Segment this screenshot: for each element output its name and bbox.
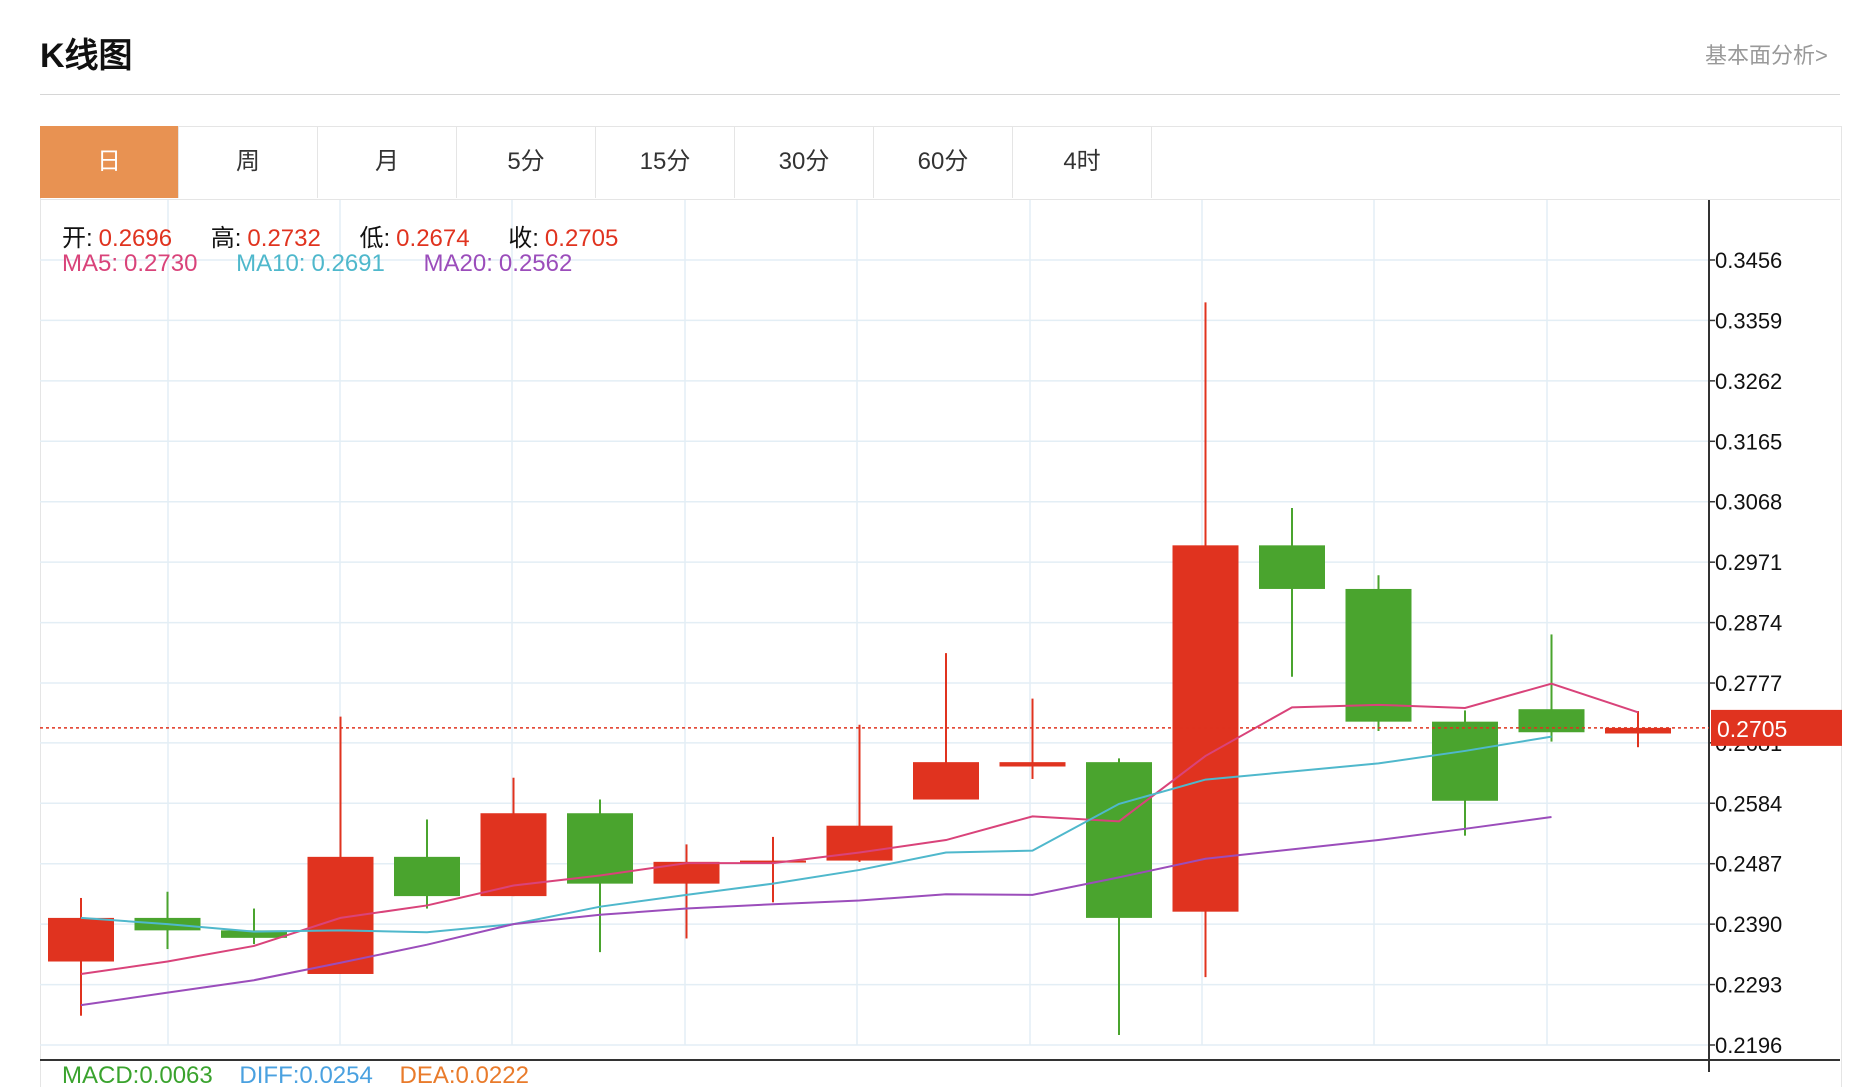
dea-value: 0.0222 — [455, 1062, 529, 1089]
ma10-label: MA10: — [236, 250, 306, 277]
y-tick-label: 0.3068 — [1715, 490, 1782, 515]
tab-day[interactable]: 日 — [40, 126, 179, 198]
ma20-line — [80, 815, 1552, 1007]
ma-legend: MA5: 0.2730 MA10: 0.2691 MA20: 0.2562 — [62, 250, 578, 278]
ma10-value: 0.2691 — [311, 250, 385, 277]
candle-body — [1518, 709, 1585, 733]
tab-60min[interactable]: 60分 — [874, 126, 1013, 198]
ma5-line — [80, 682, 1639, 975]
candle-body — [913, 762, 979, 800]
y-tick-label: 0.2293 — [1715, 973, 1782, 998]
macd-legend: MACD:0.0063 DIFF:0.0254 DEA:0.0222 — [62, 1062, 529, 1090]
y-tick-label: 0.2971 — [1715, 550, 1782, 575]
fundamental-analysis-link[interactable]: 基本面分析> — [1705, 43, 1828, 68]
diff-value: 0.0254 — [299, 1062, 373, 1089]
candle-body — [999, 762, 1066, 767]
kline-panel — [40, 126, 1842, 1087]
current-price-label: 0.2705 — [1717, 716, 1787, 742]
header-divider — [40, 94, 1840, 95]
tab-4hour[interactable]: 4时 — [1013, 126, 1152, 198]
open-label: 开: — [62, 225, 93, 252]
y-tick-label: 0.3165 — [1715, 429, 1782, 454]
high-label: 高: — [210, 225, 242, 252]
y-tick-label: 0.2874 — [1715, 611, 1782, 636]
low-label: 低: — [359, 225, 391, 252]
y-tick-label: 0.3262 — [1715, 369, 1782, 394]
y-tick-label: 0.2777 — [1715, 671, 1782, 696]
tab-5min[interactable]: 5分 — [457, 126, 596, 198]
low-value: 0.2674 — [396, 225, 470, 252]
tab-30min[interactable]: 30分 — [735, 126, 874, 198]
candle-body — [221, 930, 287, 938]
tab-15min[interactable]: 15分 — [596, 126, 735, 198]
close-label: 收: — [508, 225, 539, 252]
ma5-value: 0.2730 — [124, 250, 198, 277]
candle-body — [1086, 762, 1152, 918]
ma5-label: MA5: — [62, 250, 119, 277]
tab-week[interactable]: 周 — [179, 126, 318, 198]
ma20-value: 0.2562 — [498, 250, 573, 277]
candle-body — [1432, 721, 1498, 801]
candle-body — [394, 856, 460, 897]
y-tick-label: 0.3359 — [1715, 308, 1782, 333]
period-tabs: 日 周 月 5分 15分 30分 60分 4时 — [40, 126, 1840, 200]
ma20-label: MA20: — [423, 250, 493, 277]
ohlc-legend: 开: 0.2696 高: 0.2732 低: 0.2674 收: 0.2705 — [62, 218, 624, 253]
candle-body — [1345, 588, 1412, 722]
y-tick-label: 0.2196 — [1715, 1033, 1782, 1058]
y-tick-label: 0.3456 — [1715, 248, 1782, 273]
y-tick-label: 0.2584 — [1715, 791, 1782, 816]
dea-label: DEA: — [399, 1062, 456, 1089]
ma10-line — [80, 735, 1552, 934]
diff-label: DIFF: — [239, 1062, 300, 1089]
close-value: 0.2705 — [544, 225, 619, 252]
current-price-tag — [1711, 709, 1842, 746]
y-tick-label: 0.2487 — [1715, 852, 1782, 877]
macd-value: 0.0063 — [139, 1062, 213, 1089]
candle-body — [48, 917, 114, 962]
page-title: K线图 — [40, 37, 133, 75]
high-value: 0.2732 — [247, 225, 321, 252]
macd-label: MACD: — [62, 1062, 140, 1089]
tab-month[interactable]: 月 — [318, 126, 457, 198]
candle-body — [740, 860, 806, 863]
candle-body — [1605, 727, 1671, 734]
candle-body — [653, 861, 720, 884]
y-tick-label: 0.2390 — [1715, 912, 1782, 937]
open-value: 0.2696 — [98, 225, 173, 252]
candle-body — [1259, 545, 1325, 589]
